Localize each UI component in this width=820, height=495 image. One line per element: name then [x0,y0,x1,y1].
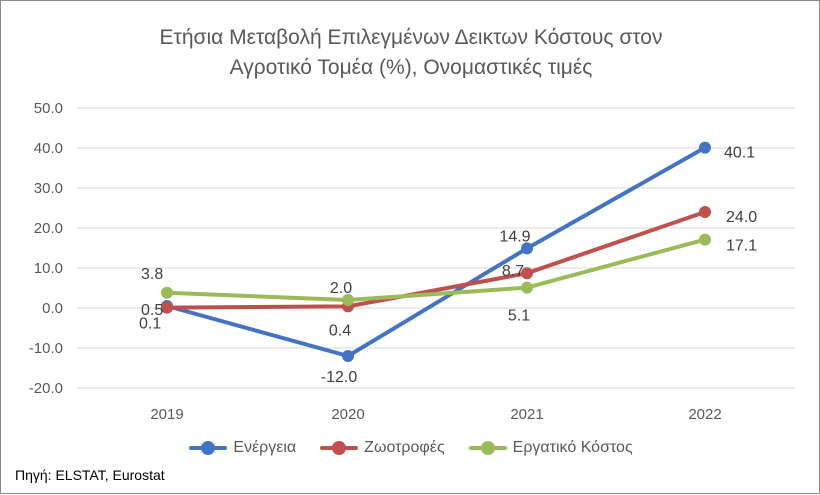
data-point [342,294,354,306]
data-point [521,267,533,280]
x-tick-label: 2020 [331,406,364,423]
legend: Ενέργεια Ζωοτροφές Εργατικό Κόστος [1,439,820,457]
data-label: 0.4 [329,322,351,339]
data-point [521,242,533,255]
legend-item: Ενέργεια [189,439,296,457]
data-point [699,206,711,218]
data-label: 2.0 [330,280,352,297]
data-label: 5.1 [508,308,530,325]
chart-title-line-2: Αγροτικό Τομέα (%), Ονομαστικές τιμές [229,56,593,79]
x-tick-label: 2021 [510,406,543,423]
legend-label: Ενέργεια [233,439,297,456]
legend-swatch [320,441,359,455]
data-point [699,141,711,154]
data-label: 3.8 [141,266,163,283]
data-point [161,286,173,299]
data-label: 14.9 [499,228,530,245]
series-line [165,145,707,358]
data-label: 8.7 [502,263,524,280]
data-label: 0.1 [139,316,161,333]
series-line [165,237,707,302]
y-tick-label: 50.0 [34,100,63,117]
chart-title-line-1: Ετήσια Μεταβολή Επιλεγμένων Δεικτων Κόστ… [159,26,663,49]
legend-swatch [189,441,228,455]
legend-label: Ζωοτροφές [364,439,445,456]
legend-item: Ζωοτροφές [320,439,445,457]
y-tick-label: 0.0 [42,300,63,317]
legend-item: Εργατικό Κόστος [468,439,633,457]
source-note: Πηγή: ELSTAT, Eurostat [15,467,165,483]
y-tick-label: 10.0 [34,260,63,277]
series-line [165,210,707,310]
y-tick-label: 30.0 [34,180,63,197]
legend-label: Εργατικό Κόστος [512,439,633,456]
data-point [699,233,711,246]
legend-swatch-marker [480,441,495,455]
y-tick-label: -10.0 [29,340,63,357]
x-tick-label: 2019 [150,406,183,423]
data-point [161,301,173,314]
data-label: 40.1 [724,145,755,162]
data-label: 24.0 [726,209,757,226]
y-tick-label: 20.0 [34,220,63,237]
data-point [521,281,533,294]
chart-title: Ετήσια Μεταβολή Επιλεγμένων Δεικτων Κόστ… [1,23,820,83]
legend-swatch-marker [332,441,347,455]
data-point [342,350,354,362]
legend-swatch [468,441,507,455]
y-tick-label: -20.0 [29,380,63,397]
data-label: 0.5 [141,302,163,319]
data-label: -12.0 [321,369,358,386]
x-tick-label: 2022 [688,406,721,423]
legend-swatch-marker [201,441,216,455]
data-label: 17.1 [726,238,757,255]
y-tick-label: 40.0 [34,140,63,157]
